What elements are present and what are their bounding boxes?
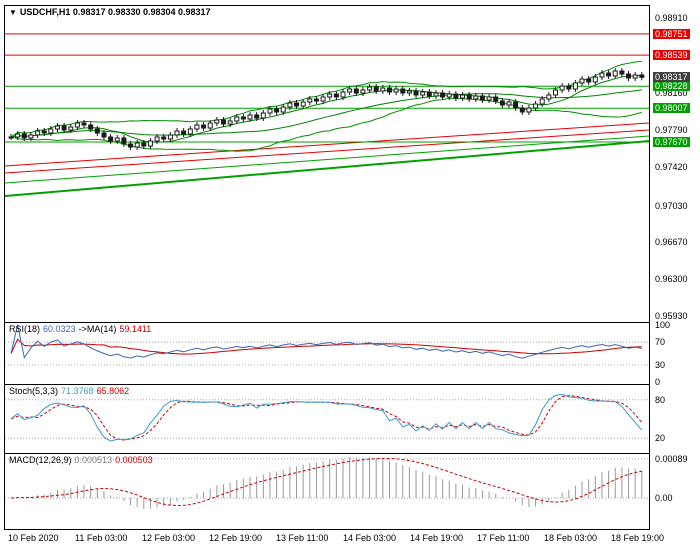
macd-tick-label: 0.00 (655, 493, 673, 503)
price-tick-label: 0.95930 (655, 311, 688, 321)
moving-average-lines (10, 60, 642, 152)
price-chart-canvas[interactable] (5, 6, 649, 322)
macd-histogram (17, 457, 643, 509)
time-label: 18 Feb 19:00 (611, 533, 665, 543)
time-label: 12 Feb 03:00 (142, 533, 196, 543)
macd-canvas[interactable] (5, 454, 649, 529)
rsi-tick-label: 30 (655, 360, 666, 370)
rsi-name: RSI(18) (9, 324, 41, 334)
rsi-tick-label: 100 (655, 320, 671, 330)
support-label: 0.98007 (653, 103, 690, 113)
resistance-label: 0.98751 (653, 29, 690, 39)
time-label: 13 Feb 11:00 (276, 533, 329, 543)
time-label: 12 Feb 19:00 (209, 533, 263, 543)
price-tick-label: 0.96670 (655, 237, 688, 247)
candles (8, 68, 645, 150)
macd-header: MACD(12,26,9) 0.000513 0.000503 (9, 455, 156, 466)
stoch-tick-label: 80 (655, 395, 666, 405)
current-price-label: 0.98317 (653, 72, 690, 82)
rsi-canvas[interactable] (5, 323, 649, 384)
resistance-label: 0.98539 (653, 50, 690, 60)
rsi-header: RSI(18) 60.0323 ->MA(14) 59.1411 (9, 324, 154, 335)
stoch-value: 71.3768 (61, 386, 94, 396)
price-scale[interactable]: 0.98910 0.98160 0.97790 0.97420 0.97030 0.966… (653, 0, 700, 560)
rsi-ma-name: ->MA(14) (78, 324, 117, 334)
time-label: 17 Feb 11:00 (477, 533, 530, 543)
price-tick-label: 0.98910 (655, 13, 688, 23)
macd-tick-label: 0.00089 (655, 454, 688, 464)
support-label: 0.98228 (653, 81, 690, 91)
chart-title: ▼ USDCHF,H1 0.98317 0.98330 0.98304 0.983… (9, 7, 214, 18)
macd-name: MACD(12,26,9) (9, 455, 72, 465)
macd-signal-value: 0.000503 (115, 455, 153, 465)
support-label: 0.97670 (653, 137, 690, 147)
price-tick-label: 0.97030 (655, 201, 688, 211)
time-axis[interactable]: 10 Feb 2020 11 Feb 03:00 12 Feb 03:00 12 Fe… (4, 532, 696, 546)
rsi-tick-label: 0 (655, 377, 661, 387)
stochastic-header: Stoch(5,3,3) 71.3768 65.8062 (9, 386, 132, 397)
chart-dropdown-icon: ▼ (9, 8, 17, 17)
time-label: 14 Feb 19:00 (410, 533, 464, 543)
rsi-value: 60.0323 (43, 324, 76, 334)
stoch-signal-value: 65.8062 (96, 386, 130, 396)
level-lines (5, 33, 649, 143)
stochastic-canvas[interactable] (5, 385, 649, 453)
time-label: 10 Feb 2020 (8, 533, 59, 543)
macd-panel: MACD(12,26,9) 0.000513 0.000503 (4, 453, 650, 530)
stoch-name: Stoch(5,3,3) (9, 386, 59, 396)
chart-title-text: USDCHF,H1 0.98317 0.98330 0.98304 0.9831… (19, 7, 211, 17)
price-chart-panel: ▼ USDCHF,H1 0.98317 0.98330 0.98304 0.983… (4, 5, 650, 323)
time-label: 11 Feb 03:00 (75, 533, 128, 543)
time-label: 14 Feb 03:00 (343, 533, 397, 543)
stoch-tick-label: 20 (655, 433, 666, 443)
price-tick-label: 0.97790 (655, 125, 688, 135)
rsi-ma-value: 59.1411 (119, 324, 152, 334)
stochastic-panel: Stoch(5,3,3) 71.3768 65.8062 (4, 384, 650, 454)
price-tick-label: 0.98160 (655, 88, 688, 98)
time-label: 18 Feb 03:00 (544, 533, 598, 543)
rsi-panel: RSI(18) 60.0323 ->MA(14) 59.1411 (4, 322, 650, 385)
rsi-tick-label: 70 (655, 337, 666, 347)
price-tick-label: 0.96300 (655, 274, 688, 284)
macd-value: 0.000513 (74, 455, 113, 465)
trendlines (5, 122, 649, 197)
price-tick-label: 0.97420 (655, 162, 688, 172)
